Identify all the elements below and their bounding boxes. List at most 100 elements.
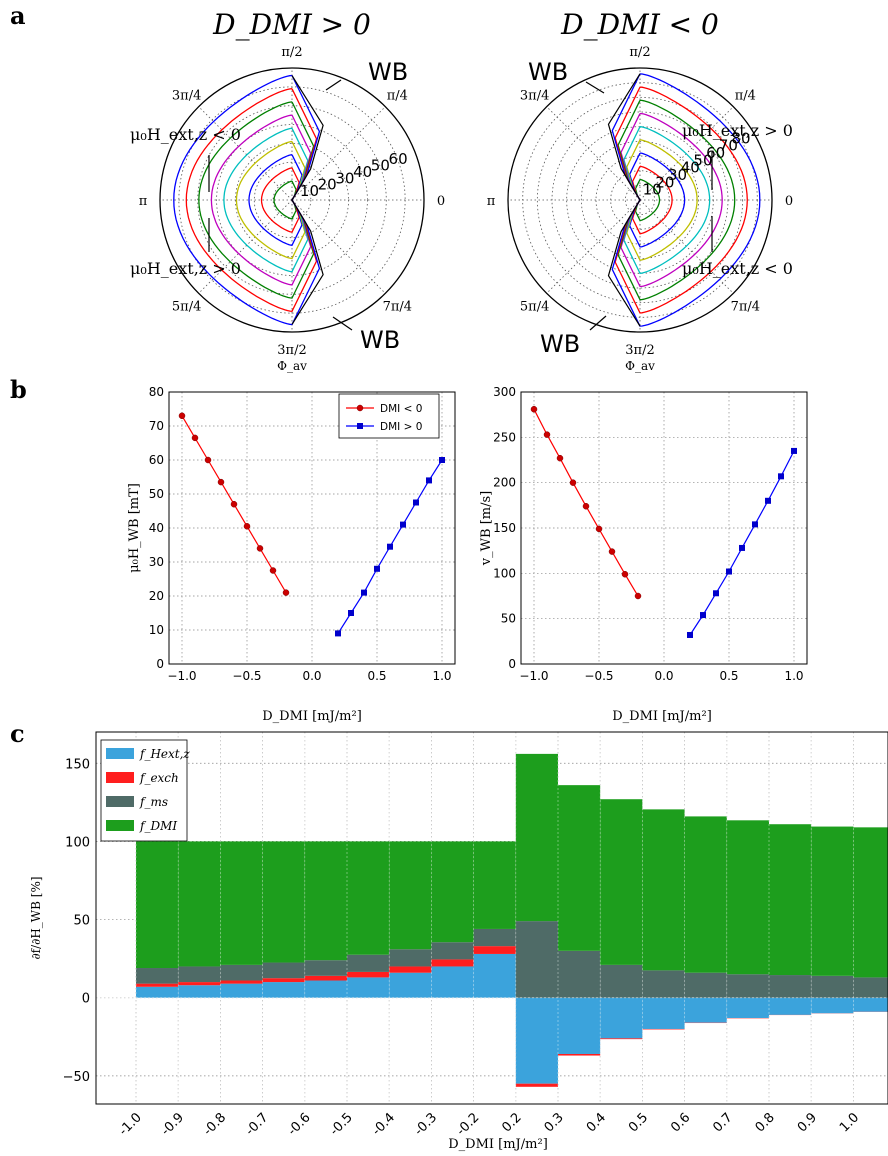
polarR-curve-5 bbox=[620, 112, 723, 288]
bar-10-segment-1 bbox=[558, 1053, 601, 1056]
polarL-angle-label-3: 7π/4 bbox=[383, 299, 412, 314]
polar-left-axis-label: Φ_av bbox=[277, 359, 307, 373]
bar-0-segment-0 bbox=[136, 986, 179, 998]
lineL-series-0-point-4 bbox=[230, 500, 238, 508]
bar-6-segment-2 bbox=[389, 949, 432, 967]
bar-2-segment-3 bbox=[220, 841, 263, 965]
polarR-rtick-0: 10 bbox=[643, 181, 662, 199]
polarR-spoke-5 bbox=[546, 199, 641, 294]
polarL-rtick-5: 60 bbox=[389, 150, 408, 168]
polar-left-wb-bottom-arrow bbox=[332, 316, 353, 331]
polarL-rtick-2: 30 bbox=[335, 169, 354, 187]
lineL-series-1-point-1 bbox=[348, 610, 354, 616]
bar-xtick-0: -1.0 bbox=[116, 1110, 145, 1139]
lineR-series-1-point-8 bbox=[791, 447, 797, 454]
polar-right-wb-bottom-arrow bbox=[589, 315, 607, 331]
polarL-rtick-0: 10 bbox=[300, 182, 319, 200]
line-chart-legend: DMI < 0 DMI > 0 bbox=[338, 393, 440, 439]
bar-2-segment-1 bbox=[220, 980, 263, 984]
polarL-angle-label-7: 3π/4 bbox=[172, 89, 201, 104]
lineR-ytick-3: 150 bbox=[493, 521, 516, 535]
lineR-series-0-point-3 bbox=[569, 479, 577, 486]
bar-6-segment-1 bbox=[389, 966, 432, 973]
bar-11-segment-1 bbox=[600, 1038, 643, 1040]
lineR-ytick-4: 200 bbox=[493, 476, 516, 490]
lineL-series-0-point-0 bbox=[178, 412, 186, 420]
lineL-ytick-1: 10 bbox=[149, 623, 164, 637]
polarR-angle-label-1: π/4 bbox=[735, 89, 756, 104]
polar-left-wb-top-arrow bbox=[325, 79, 342, 91]
bar-10-segment-2 bbox=[558, 950, 601, 998]
polarL-spoke-7 bbox=[291, 199, 386, 294]
polarR-angle-label-6: π bbox=[487, 194, 496, 209]
lineR-series-0-point-8 bbox=[634, 592, 642, 600]
lineL-series-0-point-2 bbox=[204, 456, 212, 464]
lineL-series-1-point-0 bbox=[335, 630, 341, 637]
polar-left-grid bbox=[159, 67, 425, 333]
polar-right-axis-label: Φ_av bbox=[625, 359, 655, 373]
polarL-curve-6 bbox=[198, 101, 315, 299]
lineR-series-0-point-1 bbox=[543, 431, 551, 438]
polarR-rtick-5: 60 bbox=[706, 144, 725, 162]
lineR-xtick-1: −0.5 bbox=[584, 669, 613, 683]
bar-xtick-1: -0.9 bbox=[158, 1110, 187, 1139]
bar-5-segment-1 bbox=[347, 971, 390, 978]
polarL-curve-7 bbox=[185, 88, 318, 312]
polar-right-curves bbox=[607, 73, 761, 327]
bar-xtick-13: 0.6 bbox=[668, 1110, 693, 1135]
lineL-series-1-point-4 bbox=[387, 543, 393, 550]
lineL-xtick-4: 1.0 bbox=[432, 669, 451, 683]
bar-14-segment-3 bbox=[726, 820, 769, 975]
lineR-series-1-point-4 bbox=[739, 544, 745, 551]
lineL-xtick-3: 0.5 bbox=[367, 669, 386, 683]
bar-14-segment-0 bbox=[726, 997, 769, 1019]
bar-13-segment-3 bbox=[684, 816, 727, 973]
lineL-ytick-3: 30 bbox=[149, 555, 164, 569]
bar-13-segment-0 bbox=[684, 997, 727, 1023]
lineL-series-1-point-7 bbox=[426, 477, 432, 484]
polarL-rtick-4: 50 bbox=[371, 156, 390, 174]
bar-chart-xlabel: D_DMI [mJ/m²] bbox=[448, 1137, 548, 1152]
polarL-curve-5 bbox=[210, 114, 312, 286]
bar-xtick-7: -0.3 bbox=[412, 1110, 441, 1139]
bar-chart-ylabel: ∂f/∂H_WB [%] bbox=[29, 876, 43, 959]
line-chart-velocity: −1.0 −0.5 0.0 0.5 1.0 0 50 100 150 200 250 300 D_DM… bbox=[479, 385, 808, 724]
bar-7-segment-1 bbox=[431, 959, 474, 967]
legend-label-dmi-neg: DMI < 0 bbox=[380, 403, 422, 415]
polarR-angle-label-0: π/2 bbox=[629, 45, 650, 60]
bar-17-segment-0 bbox=[853, 997, 888, 1012]
polarR-rtick-6: 70 bbox=[719, 137, 738, 155]
bar-11-segment-2 bbox=[600, 964, 643, 998]
bar-5-segment-0 bbox=[347, 977, 390, 998]
bar-6-segment-0 bbox=[389, 972, 432, 998]
bar-ytick-1: 0 bbox=[82, 992, 90, 1007]
polar-left-wb-bottom: WB bbox=[360, 326, 400, 354]
bar-legend-swatch-1 bbox=[106, 772, 134, 783]
bar-10-segment-0 bbox=[558, 997, 601, 1054]
legend-label-dmi-pos: DMI > 0 bbox=[380, 421, 422, 433]
lineL-series-0-point-7 bbox=[269, 567, 277, 574]
polarL-ring-4 bbox=[197, 105, 387, 295]
polarR-curve-7 bbox=[614, 86, 748, 314]
lineL-ytick-0: 0 bbox=[156, 657, 164, 671]
lineL-ytick-6: 60 bbox=[149, 453, 164, 467]
bar-12-segment-0 bbox=[642, 997, 685, 1029]
bar-16-segment-0 bbox=[811, 997, 854, 1014]
bar-12-segment-2 bbox=[642, 970, 685, 998]
bar-7-segment-0 bbox=[431, 966, 474, 998]
polarL-angle-label-2: 0 bbox=[437, 194, 445, 209]
bar-legend-swatch-3 bbox=[106, 820, 134, 831]
polar-left-title: D_DMI > 0 bbox=[212, 8, 371, 41]
bar-4-segment-3 bbox=[304, 841, 347, 961]
bar-ytick-4: 150 bbox=[65, 757, 90, 772]
polar-right-wb-top-arrow bbox=[585, 81, 605, 94]
bar-xtick-11: 0.4 bbox=[584, 1110, 609, 1135]
polarR-curve-0 bbox=[634, 178, 661, 222]
bar-13-segment-2 bbox=[684, 972, 727, 998]
lineR-series-1-point-2 bbox=[713, 590, 719, 597]
bar-1-segment-2 bbox=[178, 966, 221, 983]
legend-marker-dmi-neg bbox=[356, 404, 364, 412]
bar-xtick-3: -0.7 bbox=[243, 1110, 272, 1139]
lineR-frame bbox=[520, 391, 808, 665]
